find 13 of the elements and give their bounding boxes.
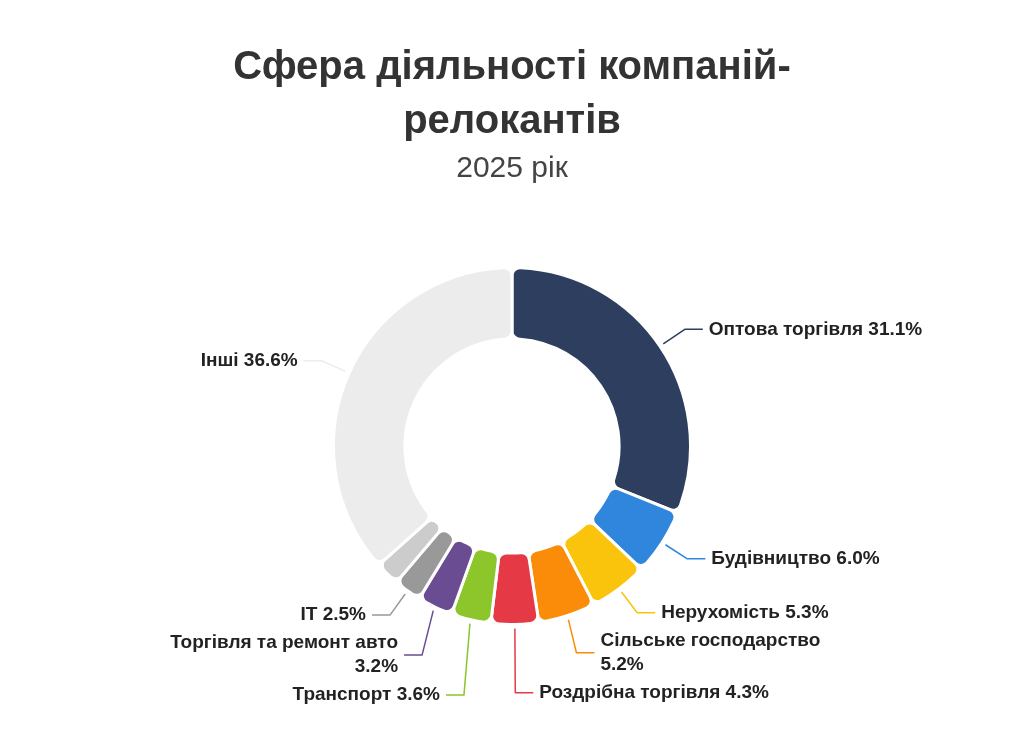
slice-label: Сільське господарство	[600, 628, 821, 650]
slice-label: Інші 36.6%	[200, 349, 298, 371]
chart-subtitle: 2025 рік	[455, 150, 569, 184]
chart-title: Сфера діяльності компаній-релокантів	[232, 42, 792, 143]
slice-label: Торгівля та ремонт авто	[170, 631, 399, 653]
slice-label: Роздрібна торгівля 4.3%	[539, 680, 770, 702]
slice-label: Будівництво 6.0%	[711, 547, 880, 569]
slice-label: Нерухомість 5.3%	[661, 600, 829, 622]
data-label: 5.2%	[600, 652, 644, 674]
data-label: 3.2%	[354, 655, 399, 677]
slice-label: Оптова торгівля 31.1%	[708, 317, 923, 339]
slice-label: IT 2.5%	[300, 603, 367, 625]
slice-label: Транспорт 3.6%	[292, 683, 441, 705]
